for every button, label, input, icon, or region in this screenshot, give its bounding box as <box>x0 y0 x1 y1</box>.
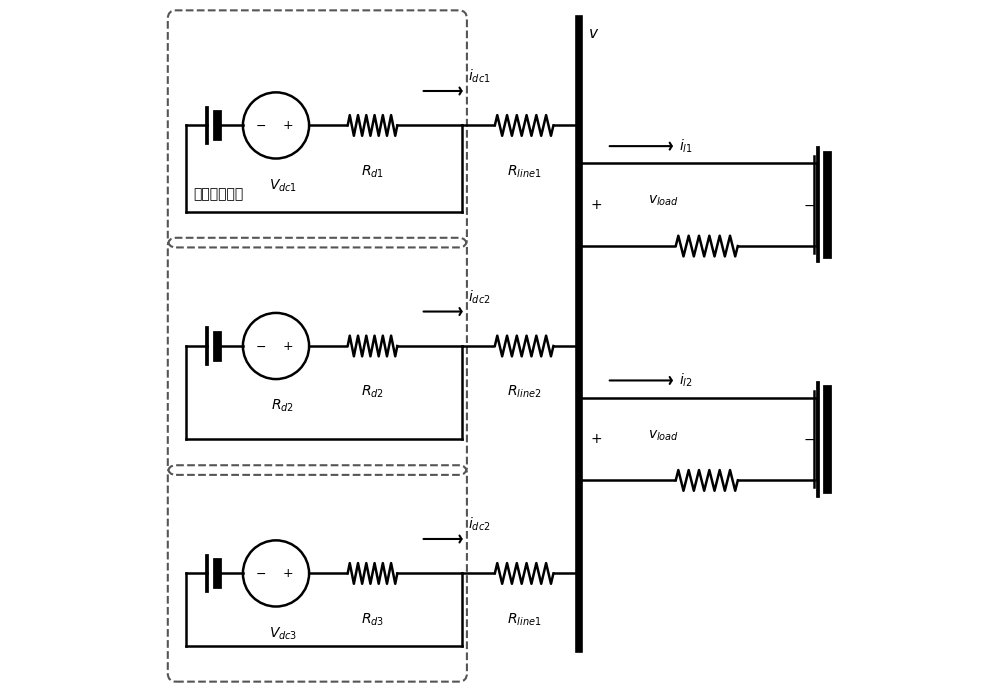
Text: $i_{dc1}$: $i_{dc1}$ <box>468 68 490 86</box>
Text: +: + <box>283 340 294 352</box>
Text: $-$: $-$ <box>803 198 815 212</box>
Text: +: + <box>591 198 602 212</box>
Text: $V_{dc3}$: $V_{dc3}$ <box>269 625 297 641</box>
Text: +: + <box>283 567 294 580</box>
Text: $R_{d2}$: $R_{d2}$ <box>361 384 384 400</box>
Text: $-$: $-$ <box>803 432 815 446</box>
Text: +: + <box>283 119 294 132</box>
Text: $v_{load}$: $v_{load}$ <box>648 428 679 443</box>
Text: $i_{dc2}$: $i_{dc2}$ <box>468 516 490 534</box>
Text: $i_{l1}$: $i_{l1}$ <box>679 138 693 155</box>
Text: +: + <box>591 432 602 446</box>
Text: $i_{dc2}$: $i_{dc2}$ <box>468 289 490 306</box>
Text: $i_{l2}$: $i_{l2}$ <box>679 372 693 389</box>
Text: $R_{line1}$: $R_{line1}$ <box>507 163 541 180</box>
Text: $R_{d3}$: $R_{d3}$ <box>361 611 384 628</box>
Text: $-$: $-$ <box>255 567 266 580</box>
Text: $R_{line2}$: $R_{line2}$ <box>507 384 541 400</box>
Text: 简化微源模型: 简化微源模型 <box>193 188 244 201</box>
Text: $v$: $v$ <box>588 26 599 41</box>
Text: $-$: $-$ <box>255 340 266 352</box>
Text: $R_{line1}$: $R_{line1}$ <box>507 611 541 628</box>
Text: $R_{d1}$: $R_{d1}$ <box>361 163 384 180</box>
Text: $V_{dc1}$: $V_{dc1}$ <box>269 177 297 194</box>
Text: $v_{load}$: $v_{load}$ <box>648 194 679 208</box>
Text: $R_{d2}$: $R_{d2}$ <box>271 398 294 414</box>
Text: $-$: $-$ <box>255 119 266 132</box>
